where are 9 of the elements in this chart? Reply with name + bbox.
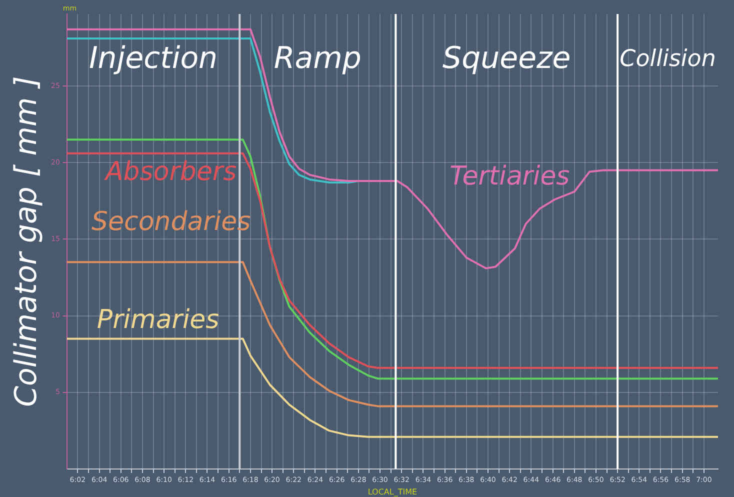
series-label: Absorbers bbox=[103, 157, 237, 187]
annotation: Collision bbox=[620, 46, 716, 72]
annotation: Ramp bbox=[274, 40, 362, 76]
annotation: Squeeze bbox=[442, 40, 571, 76]
x-axis-title: LOCAL_TIME bbox=[368, 487, 418, 496]
annotation: Injection bbox=[88, 40, 218, 76]
series-label: Tertiaries bbox=[450, 162, 570, 192]
series-label: Primaries bbox=[96, 304, 220, 335]
y-axis-title: Collimator gap [ mm ] bbox=[8, 76, 44, 407]
